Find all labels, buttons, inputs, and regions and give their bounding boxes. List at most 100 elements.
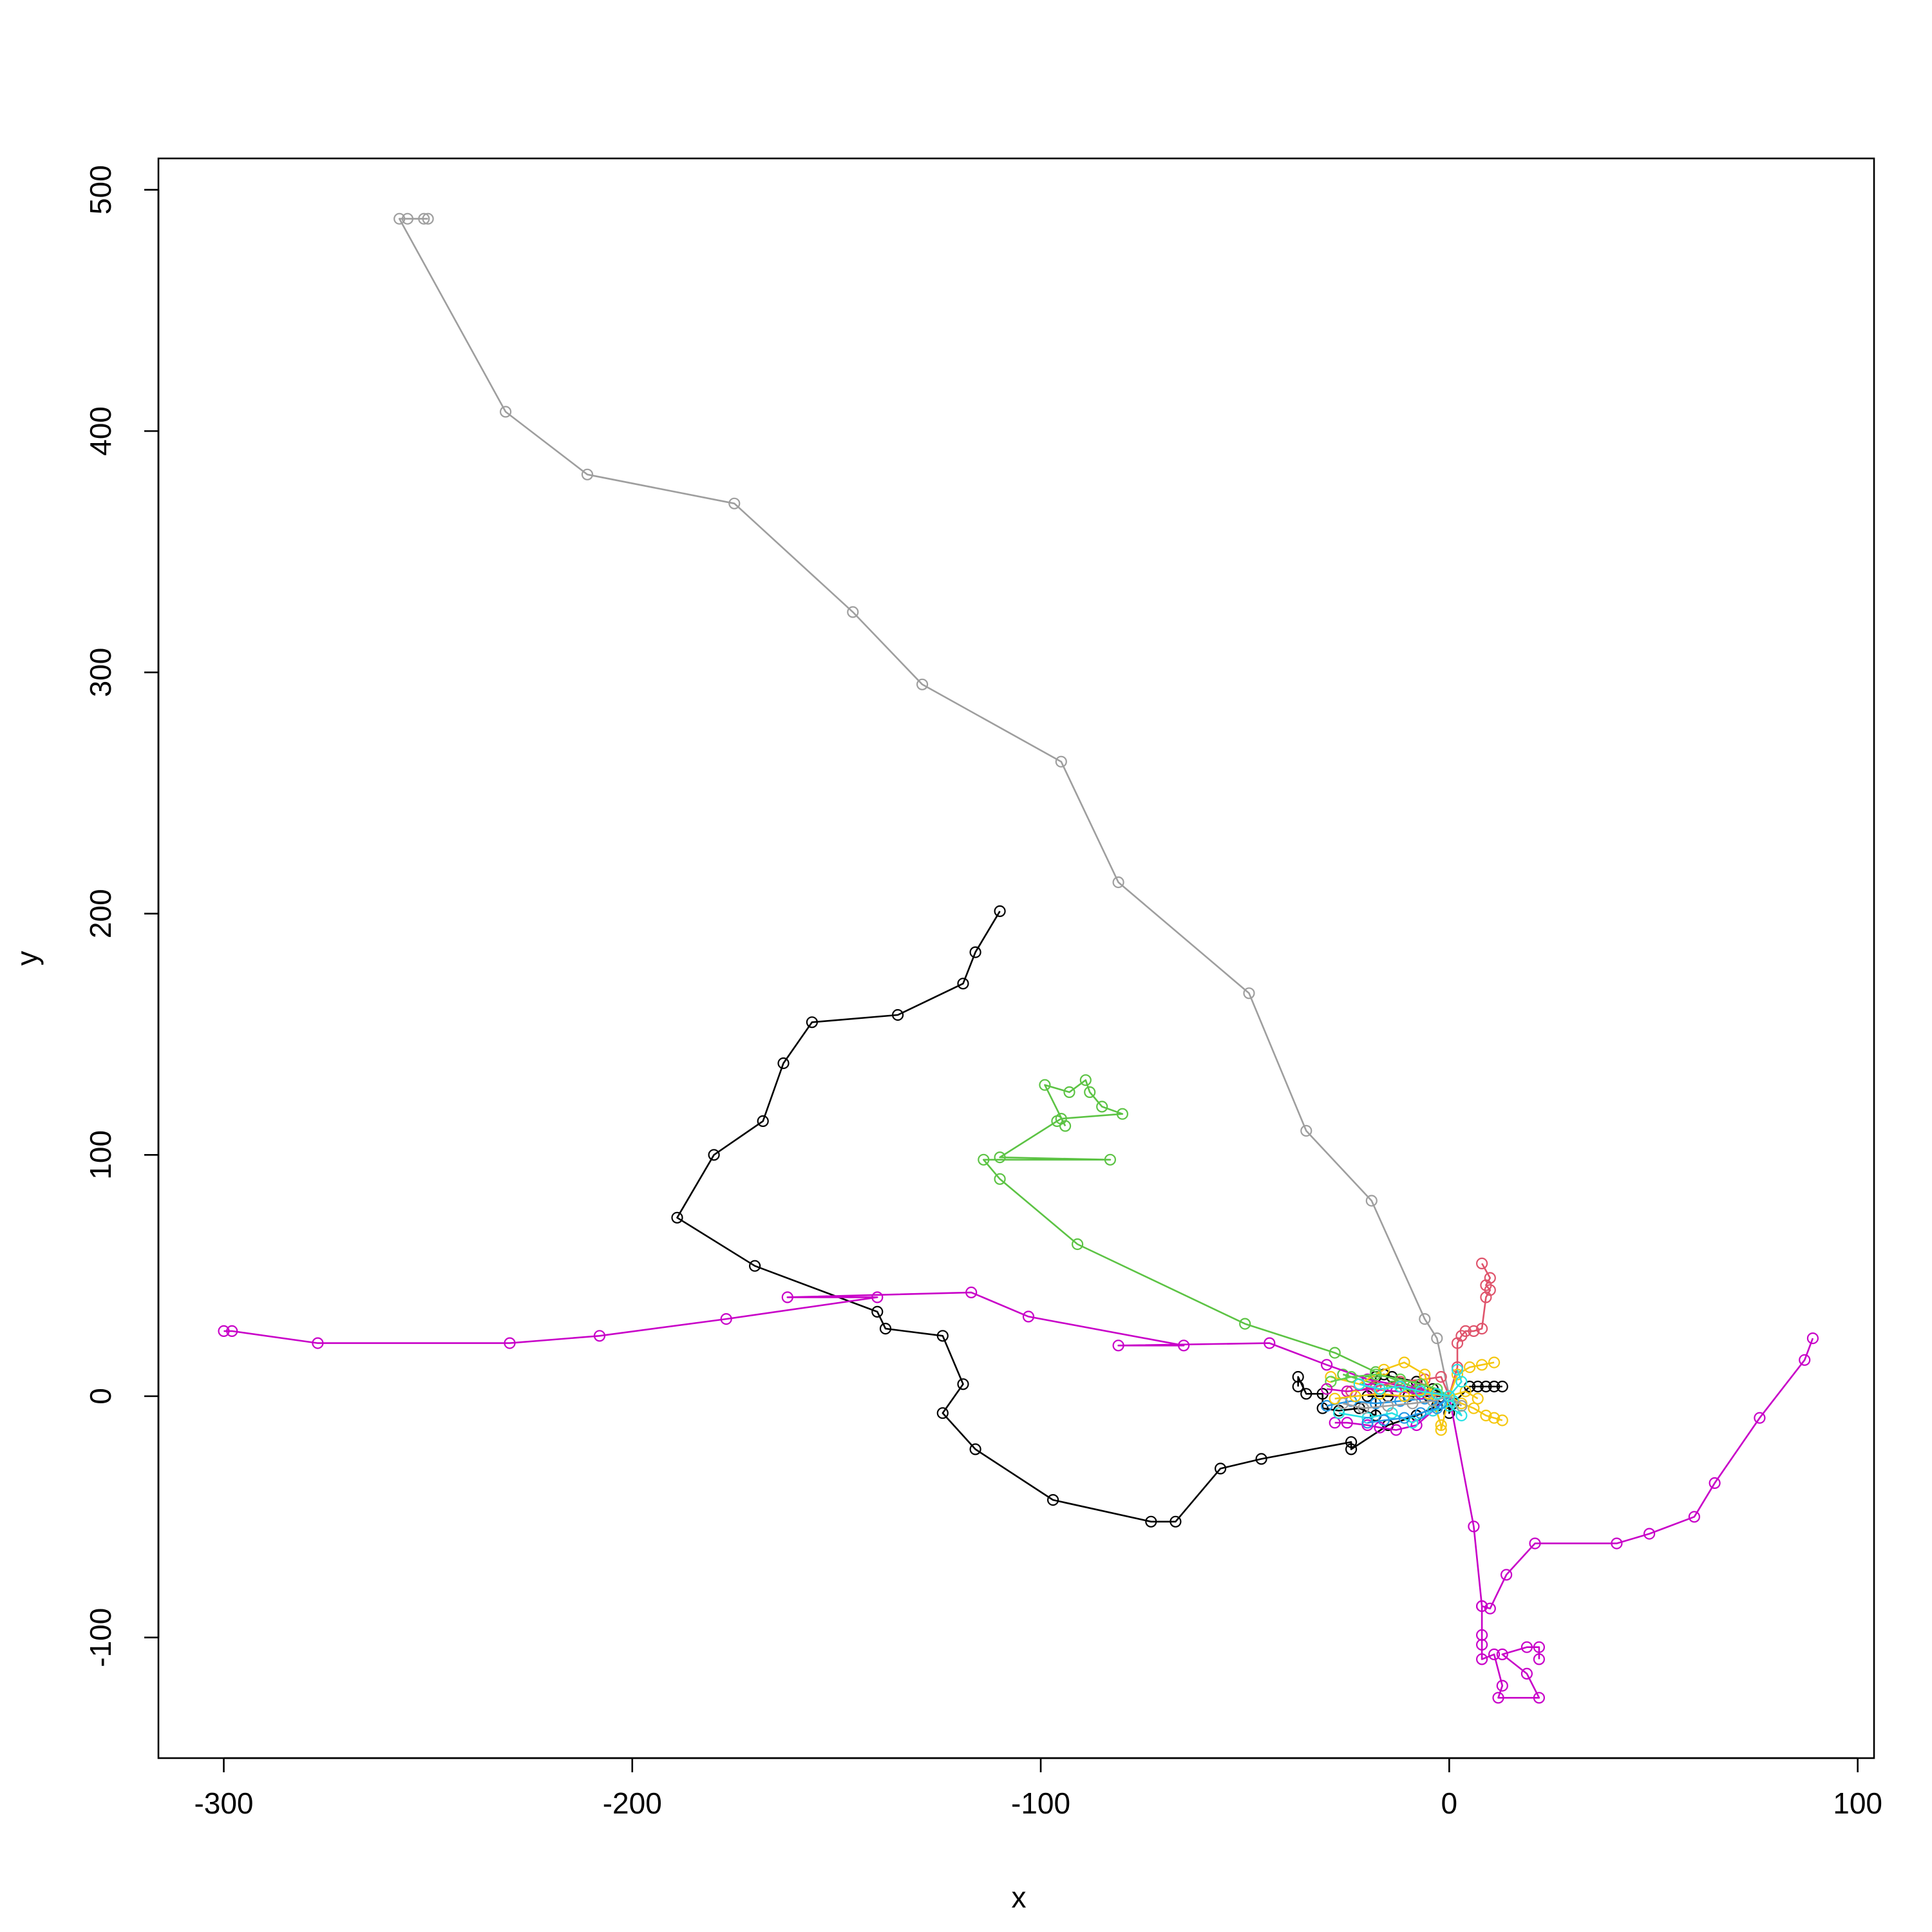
- data-point: [1464, 1361, 1476, 1374]
- data-point: [1406, 1397, 1419, 1410]
- series: [1443, 1332, 1819, 1615]
- data-point: [806, 1016, 819, 1028]
- series: [218, 1286, 1455, 1403]
- data-point: [1414, 1385, 1426, 1397]
- x-tick-label: -300: [194, 1786, 253, 1820]
- data-point: [1480, 1409, 1492, 1422]
- data-point: [1398, 1356, 1410, 1368]
- data-point: [1476, 1638, 1488, 1651]
- data-point: [847, 606, 859, 618]
- data-point: [1476, 1600, 1488, 1613]
- data-point: [1459, 1325, 1472, 1337]
- data-point: [1520, 1667, 1533, 1680]
- data-point: [1112, 876, 1124, 889]
- data-point: [1488, 1380, 1501, 1393]
- data-point: [936, 1407, 949, 1419]
- data-point: [1472, 1380, 1484, 1393]
- y-tick-label: 200: [84, 889, 117, 938]
- data-point: [1488, 1412, 1501, 1424]
- data-point: [969, 946, 981, 958]
- data-point: [1431, 1332, 1443, 1345]
- data-point: [1321, 1359, 1333, 1371]
- data-point: [748, 1260, 761, 1272]
- series-line: [398, 218, 1450, 1397]
- data-point: [1459, 1385, 1472, 1397]
- data-point: [1435, 1419, 1447, 1432]
- data-point: [1468, 1325, 1480, 1337]
- series-line: [1481, 1606, 1540, 1699]
- series: [1353, 1363, 1468, 1403]
- data-point: [1643, 1528, 1656, 1540]
- data-point: [1520, 1641, 1533, 1653]
- data-point: [1382, 1399, 1394, 1412]
- y-tick-label: 0: [84, 1388, 117, 1405]
- data-point: [1492, 1692, 1504, 1704]
- data-point: [1390, 1424, 1402, 1436]
- series-line: [1448, 1361, 1495, 1397]
- data-point: [1292, 1370, 1304, 1383]
- x-tick-label: 0: [1441, 1786, 1458, 1820]
- data-point: [1321, 1383, 1333, 1395]
- data-point: [1501, 1569, 1513, 1581]
- data-point: [1325, 1370, 1337, 1383]
- data-point: [891, 1009, 904, 1021]
- series: [1361, 1390, 1455, 1429]
- data-point: [1533, 1692, 1545, 1704]
- series: [1443, 1257, 1496, 1403]
- data-point: [1345, 1370, 1358, 1383]
- data-point: [994, 1173, 1006, 1185]
- data-point: [777, 1057, 790, 1070]
- data-point: [1370, 1368, 1382, 1381]
- data-point: [1264, 1337, 1276, 1349]
- data-point: [1055, 755, 1067, 768]
- series-line: [676, 911, 1450, 1523]
- data-point: [969, 1443, 981, 1455]
- data-point: [1214, 1463, 1227, 1475]
- data-point: [1370, 1397, 1382, 1410]
- data-point: [1468, 1520, 1480, 1533]
- data-point: [1378, 1414, 1390, 1426]
- series-line: [1448, 1338, 1814, 1609]
- data-point: [1374, 1383, 1386, 1395]
- y-tick-label: 300: [84, 648, 117, 697]
- data-point: [418, 213, 430, 225]
- data-point: [1480, 1380, 1492, 1393]
- data-point: [708, 1149, 720, 1161]
- data-point: [422, 213, 434, 225]
- y-tick-label: 500: [84, 165, 117, 214]
- data-point: [1145, 1515, 1157, 1528]
- data-point: [671, 1211, 683, 1224]
- data-point: [1435, 1370, 1447, 1383]
- data-point: [1414, 1407, 1426, 1419]
- data-point: [1455, 1376, 1468, 1388]
- data-point: [1443, 1390, 1455, 1403]
- y-tick-label: 100: [84, 1130, 117, 1180]
- y-tick-label: -100: [84, 1608, 117, 1667]
- data-point: [1300, 1124, 1312, 1137]
- series: [1476, 1600, 1545, 1704]
- data-point: [1419, 1368, 1431, 1381]
- data-point: [1806, 1332, 1819, 1345]
- data-point: [757, 1115, 769, 1128]
- data-point: [1255, 1453, 1267, 1465]
- data-point: [965, 1286, 978, 1299]
- y-axis-label: y: [10, 951, 44, 966]
- data-point: [312, 1337, 324, 1349]
- data-point: [1079, 1074, 1092, 1086]
- data-point: [1799, 1354, 1811, 1366]
- data-point: [916, 678, 929, 690]
- data-point: [1170, 1515, 1182, 1528]
- data-point: [1084, 1086, 1096, 1099]
- data-point: [1476, 1257, 1488, 1270]
- data-point: [1345, 1436, 1358, 1448]
- data-point: [1496, 1414, 1508, 1426]
- data-point: [1484, 1602, 1496, 1615]
- data-point: [1398, 1412, 1410, 1424]
- data-point: [499, 406, 512, 418]
- data-point: [1345, 1443, 1358, 1455]
- data-point: [871, 1291, 884, 1303]
- data-point: [957, 978, 969, 990]
- data-point: [1529, 1537, 1541, 1549]
- data-point: [1046, 1494, 1059, 1506]
